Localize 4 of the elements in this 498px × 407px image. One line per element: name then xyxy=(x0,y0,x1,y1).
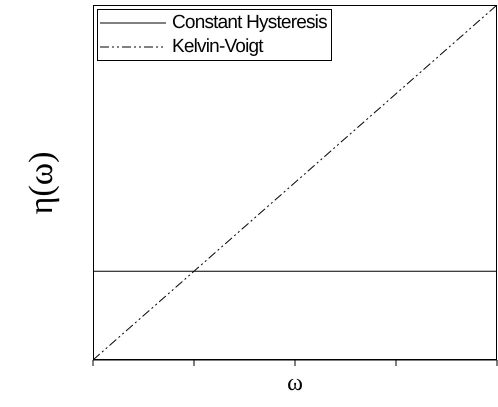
legend-label: Constant Hysteresis xyxy=(172,12,327,34)
x-axis-title: ω xyxy=(286,370,304,397)
y-axis-title: η(ω) xyxy=(23,151,61,214)
legend-label: Kelvin-Voigt xyxy=(172,36,263,58)
